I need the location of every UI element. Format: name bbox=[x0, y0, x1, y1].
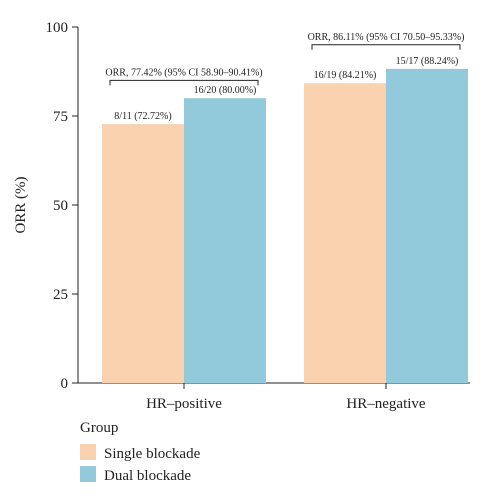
significance-bracket bbox=[109, 79, 259, 86]
bar-data-label: 15/17 (88.24%) bbox=[396, 56, 459, 67]
x-tick-label: HR–positive bbox=[146, 396, 222, 412]
y-axis-title: ORR (%) bbox=[13, 176, 29, 233]
bars bbox=[102, 68, 468, 384]
significance-bracket bbox=[311, 44, 461, 50]
bar-data-label: 16/20 (80.00%) bbox=[194, 85, 257, 96]
x-axis: HR–positive HR–negative bbox=[78, 382, 470, 412]
brackets: ORR, 77.42% (95% CI 58.90–90.41%) ORR, 86… bbox=[105, 32, 464, 86]
legend-label: Single blockade bbox=[104, 446, 201, 462]
bar-labels: 8/11 (72.72%) 16/20 (80.00%) 16/19 (84.21%… bbox=[114, 56, 458, 122]
x-tick-label: HR–negative bbox=[346, 396, 425, 412]
bracket-annotation: ORR, 86.11% (95% CI 70.50–95.33%) bbox=[308, 32, 465, 43]
bar bbox=[304, 83, 386, 383]
legend: Group Single blockade Dual blockade bbox=[80, 420, 201, 484]
bar-data-label: 8/11 (72.72%) bbox=[114, 111, 171, 122]
y-tick-label: 25 bbox=[53, 287, 68, 303]
bar bbox=[102, 124, 184, 384]
y-tick-label: 50 bbox=[53, 198, 68, 214]
legend-items: Single blockade Dual blockade bbox=[80, 444, 201, 484]
legend-swatch bbox=[80, 466, 96, 482]
y-axis: 0 25 50 75 100 bbox=[46, 20, 79, 392]
y-tick-label: 0 bbox=[61, 376, 69, 392]
legend-swatch bbox=[80, 444, 96, 460]
legend-label: Dual blockade bbox=[104, 468, 191, 484]
bar bbox=[184, 98, 266, 383]
bar bbox=[386, 68, 468, 383]
legend-title: Group bbox=[80, 420, 118, 436]
y-tick-label: 75 bbox=[53, 109, 68, 125]
y-tick-label: 100 bbox=[46, 20, 69, 36]
bar-data-label: 16/19 (84.21%) bbox=[314, 70, 377, 81]
bracket-annotation: ORR, 77.42% (95% CI 58.90–90.41%) bbox=[105, 67, 262, 78]
